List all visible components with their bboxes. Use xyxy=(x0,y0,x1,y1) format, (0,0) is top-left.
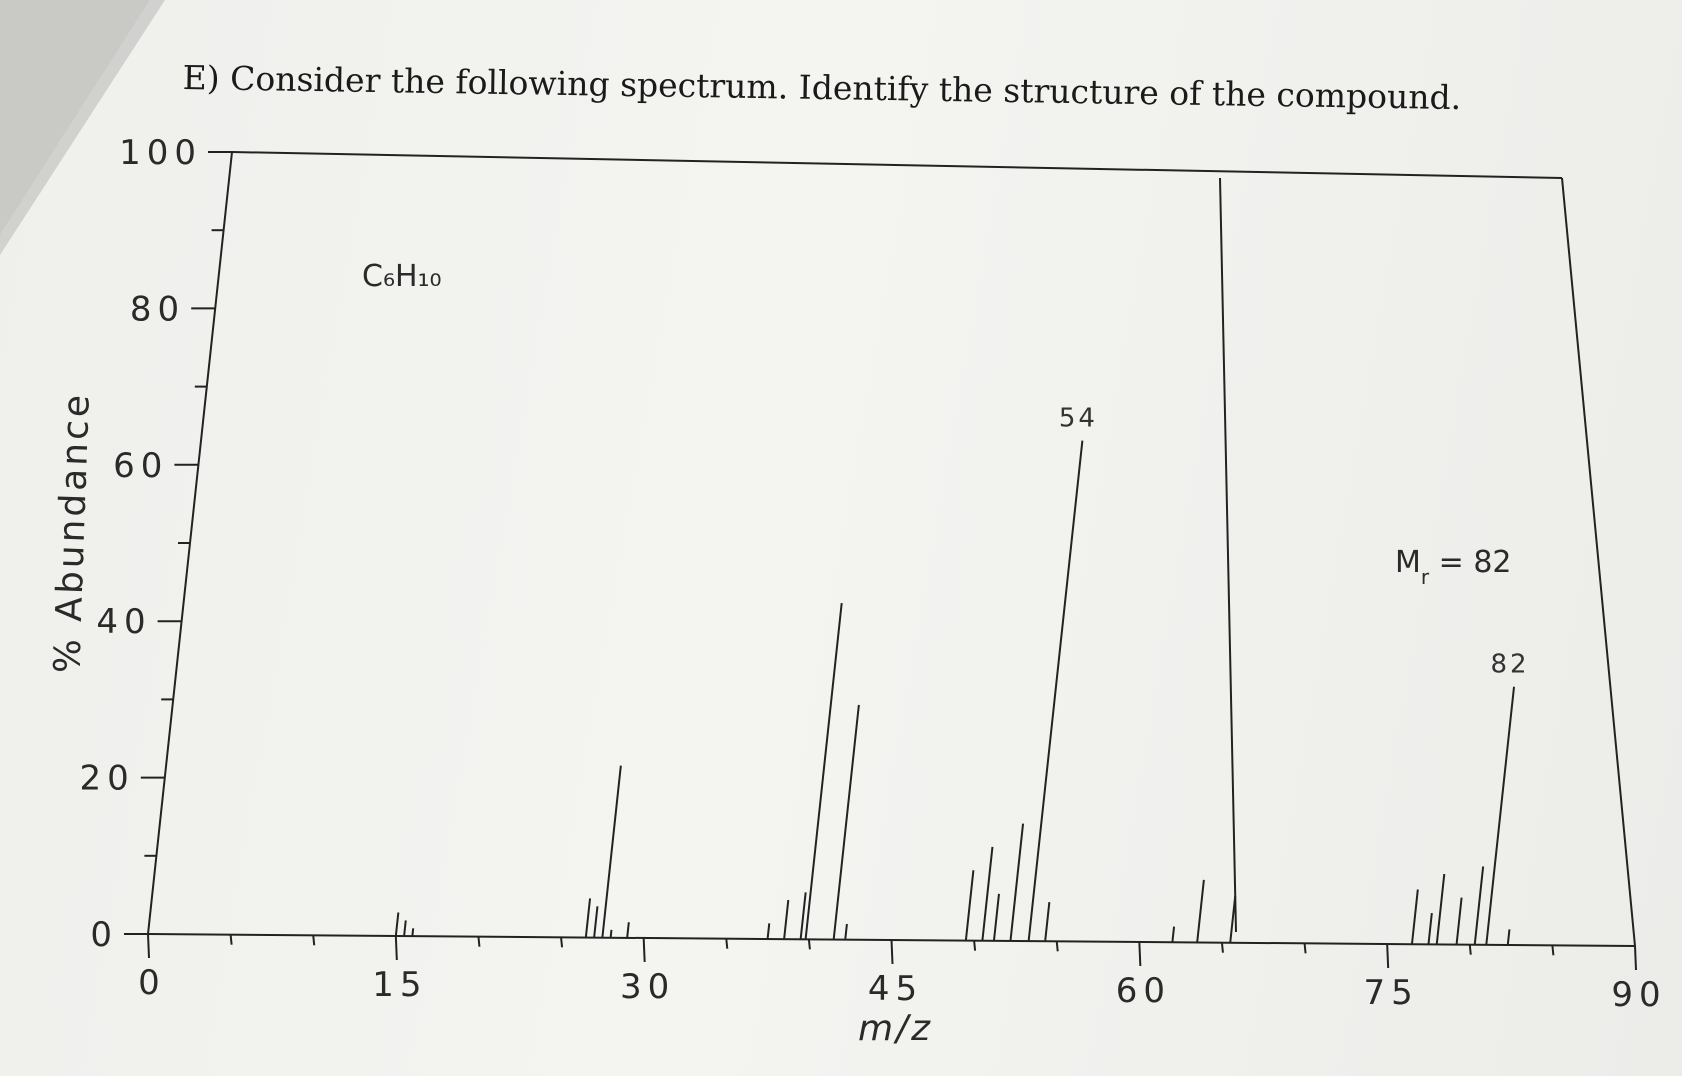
peak-bar xyxy=(1229,895,1237,943)
peak-bar xyxy=(766,923,771,940)
top-border xyxy=(231,151,1563,179)
x-tick-label: 15 xyxy=(372,965,427,1005)
x-tick-label: 30 xyxy=(620,967,675,1007)
peak-bar xyxy=(1027,440,1084,942)
peak-bar xyxy=(1427,912,1433,945)
y-tick-label: 40 xyxy=(96,602,151,642)
x-tick-label: 0 xyxy=(138,963,166,1003)
peak-bar xyxy=(1410,889,1419,945)
peak-bar xyxy=(799,892,807,940)
x-tick xyxy=(312,935,316,946)
y-tick-label: 20 xyxy=(80,759,135,799)
peak-bar xyxy=(992,893,1000,941)
y-tick-label: 80 xyxy=(130,289,185,329)
peak-label: 54 xyxy=(1059,404,1098,434)
x-tick xyxy=(1138,941,1142,967)
x-tick xyxy=(1055,941,1059,952)
peak-bar xyxy=(403,920,407,937)
peak-bar xyxy=(601,765,622,938)
peak-bar xyxy=(626,922,630,938)
x-tick-label: 90 xyxy=(1611,975,1666,1015)
x-tick xyxy=(807,939,811,950)
peak-bar xyxy=(1196,879,1205,943)
peak-bar xyxy=(1506,929,1511,946)
y-tick-label: 60 xyxy=(113,446,168,486)
y-tick-label: 0 xyxy=(90,915,118,955)
peak-bar xyxy=(1044,902,1051,942)
x-tick xyxy=(1386,943,1390,969)
peak-bar xyxy=(1485,686,1516,945)
x-axis: 0 15 30 45 60 75 90 m/z xyxy=(138,933,1666,1049)
formula-label: C₆H₁₀ xyxy=(362,259,442,294)
y-axis: 0 20 40 60 80 100 % Abundance xyxy=(47,133,232,955)
peak-bar xyxy=(844,923,848,940)
x-tick xyxy=(229,934,233,945)
x-tick xyxy=(1634,945,1637,971)
peak-bar xyxy=(1009,823,1025,942)
peak-bar xyxy=(804,602,843,940)
x-tick-label: 45 xyxy=(868,969,923,1009)
x-tick xyxy=(973,940,977,951)
right-border xyxy=(1561,177,1636,947)
x-tick xyxy=(642,937,646,963)
peak-label: 82 xyxy=(1490,650,1529,680)
peak-bar xyxy=(584,898,592,938)
peak-bar xyxy=(783,899,790,940)
peak-bar xyxy=(1455,897,1463,945)
x-tick-label: 60 xyxy=(1116,971,1171,1011)
x-tick xyxy=(477,936,481,947)
x-tick xyxy=(725,938,729,949)
chart-labels: C₆H₁₀ Mr = 82 xyxy=(362,259,1512,589)
spectrum-peaks: 54 82 xyxy=(394,404,1529,946)
x-tick xyxy=(1220,942,1224,953)
peak-bar xyxy=(593,906,599,938)
x-tick-label: 75 xyxy=(1364,973,1419,1013)
peak-bar xyxy=(394,912,400,937)
peak-bar xyxy=(1171,926,1176,943)
x-tick xyxy=(1303,943,1307,954)
peak-bar xyxy=(981,846,994,941)
peak-bar xyxy=(964,870,975,941)
divider-line xyxy=(1219,177,1237,933)
x-tick xyxy=(394,935,398,961)
x-tick xyxy=(560,937,564,948)
mr-label: Mr = 82 xyxy=(1395,545,1512,589)
x-tick xyxy=(1468,944,1472,955)
x-tick xyxy=(147,933,150,959)
y-tick-label: 100 xyxy=(119,133,202,173)
x-tick xyxy=(890,939,894,965)
peak-bar xyxy=(832,704,860,940)
peak-bar xyxy=(1473,866,1485,945)
x-tick xyxy=(1551,945,1555,956)
x-axis-title: m/z xyxy=(858,1008,933,1049)
peak-bar xyxy=(1435,873,1446,945)
peak-bar xyxy=(609,929,613,938)
y-axis-title: % Abundance xyxy=(47,391,98,674)
peak-bar xyxy=(411,928,415,937)
